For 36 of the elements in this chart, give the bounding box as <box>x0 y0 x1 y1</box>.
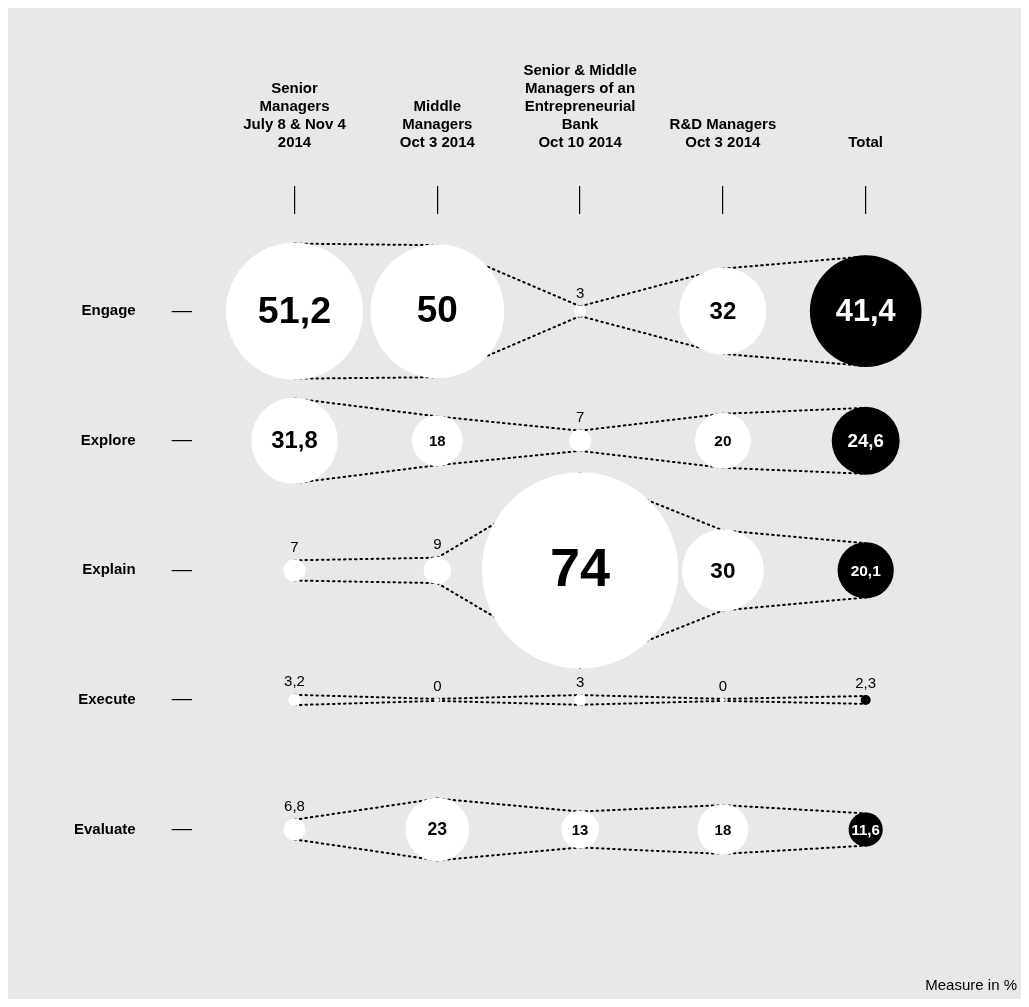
category-label: Execute <box>78 690 136 708</box>
category-label: Evaluate <box>74 819 136 837</box>
data-label: 3 <box>575 283 585 301</box>
text: Measure in % <box>925 975 1017 993</box>
data-label: 51,2 <box>257 288 332 331</box>
data-label: 13 <box>571 820 589 838</box>
data-label: 11,6 <box>851 820 880 838</box>
data-label: 20,1 <box>850 561 882 579</box>
data-label: 24,6 <box>847 429 884 451</box>
data-label: 41,4 <box>835 292 896 328</box>
data-label: 50 <box>416 289 458 331</box>
data-label: 20 <box>714 432 732 450</box>
data-label: 0 <box>433 676 442 694</box>
category-label: Middle Managers Oct 3 2014 <box>399 97 476 151</box>
category-label: Explore <box>80 430 136 448</box>
category-label: Senior & Middle Managers of an Entrepreneurial Bank Oct 10 2014 <box>523 61 637 151</box>
data-label: 18 <box>714 820 732 838</box>
data-label: 7 <box>575 408 585 426</box>
data-label: 0 <box>718 676 728 694</box>
data-label: 30 <box>710 557 736 583</box>
data-label: 74 <box>550 537 611 598</box>
data-label: 6,8 <box>284 797 305 815</box>
data-label: 7 <box>290 537 299 555</box>
data-label: 3,2 <box>284 672 305 690</box>
data-label: 23 <box>427 819 448 840</box>
data-label: 31,8 <box>271 426 318 454</box>
data-label: 3 <box>575 672 585 690</box>
data-label: 32 <box>709 296 737 324</box>
category-label: Engage <box>81 301 136 319</box>
category-label: Explain <box>82 560 136 578</box>
data-label: 9 <box>433 535 442 553</box>
data-label: 18 <box>428 431 446 449</box>
category-label: Senior Managers July 8 & Nov 4 2014 <box>243 79 347 151</box>
category-label: Total <box>848 133 884 151</box>
data-label: 2,3 <box>855 673 877 691</box>
category-label: R&D Managers Oct 3 2014 <box>669 115 777 151</box>
